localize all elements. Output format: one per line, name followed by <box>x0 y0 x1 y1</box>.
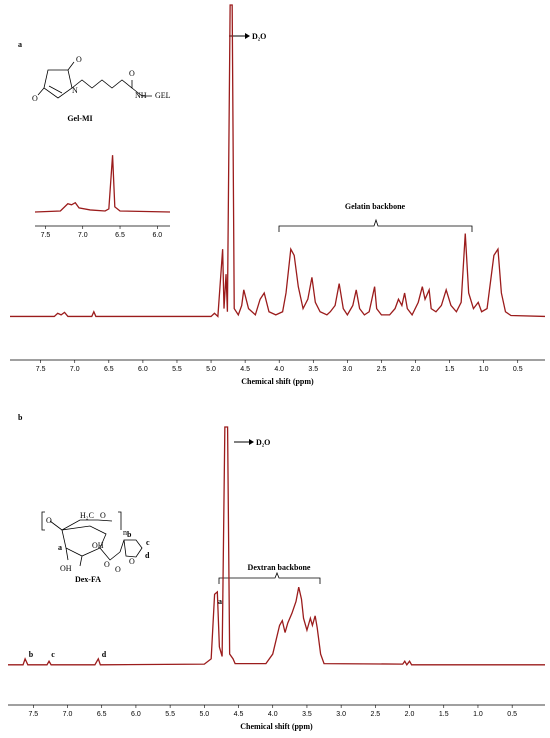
x-tick-label: 3.0 <box>342 366 352 373</box>
atom: d <box>145 551 150 560</box>
structure-dex-fa: O H₂C O n a OH OH O O b c d O Dex-FA <box>41 511 150 584</box>
atom: O <box>32 94 38 103</box>
peak-label: D₂O <box>252 32 266 41</box>
panel-label: a <box>18 40 22 49</box>
atom: O <box>46 516 52 525</box>
x-tick-label: 1.5 <box>439 711 449 718</box>
x-tick-label: 6.5 <box>115 232 125 239</box>
brace <box>218 571 321 584</box>
x-tick-label: 5.5 <box>165 711 175 718</box>
x-tick-label: 2.0 <box>411 366 421 373</box>
x-tick-label: 1.0 <box>473 711 483 718</box>
x-tick-label: 5.0 <box>206 366 216 373</box>
x-tick-label: 2.5 <box>377 366 387 373</box>
x-tick-label: 6.0 <box>152 232 162 239</box>
x-tick-label: 6.5 <box>104 366 114 373</box>
x-tick-label: 7.0 <box>78 232 88 239</box>
atom: O <box>100 511 106 520</box>
atom: O <box>129 69 135 78</box>
arrow-head <box>245 33 250 39</box>
atom: GEL <box>155 91 171 100</box>
atom: O <box>129 557 135 566</box>
x-tick-label: 3.5 <box>308 366 318 373</box>
x-tick-label: 1.0 <box>479 366 489 373</box>
x-tick-label: 4.5 <box>234 711 244 718</box>
x-tick-label: 0.5 <box>513 366 523 373</box>
structure-name: Gel-MI <box>67 114 92 123</box>
x-tick-label: 4.5 <box>240 366 250 373</box>
brace <box>278 218 473 232</box>
peak-letter: c <box>51 650 55 659</box>
peak-label: D₂O <box>256 438 270 447</box>
structure-name: Dex-FA <box>75 575 101 584</box>
x-axis-title: Chemical shift (ppm) <box>240 722 313 731</box>
atom: O <box>115 565 121 574</box>
x-tick-label: 6.0 <box>138 366 148 373</box>
spectrum-line <box>34 155 171 213</box>
x-tick-label: 6.5 <box>97 711 107 718</box>
x-tick-label: 0.5 <box>507 711 517 718</box>
x-tick-label: 3.0 <box>336 711 346 718</box>
structure-gel-mi: O O N O NH GEL Gel-MI <box>32 55 171 123</box>
panel-label: b <box>18 413 23 422</box>
arrow-head <box>249 439 254 445</box>
x-tick-label: 5.0 <box>199 711 209 718</box>
peak-letter: b <box>29 650 34 659</box>
atom: c <box>146 538 150 547</box>
x-tick-label: 3.5 <box>302 711 312 718</box>
atom: O <box>104 560 110 569</box>
x-tick-label: 6.0 <box>131 711 141 718</box>
atom: OH <box>92 541 104 550</box>
x-axis-title: Chemical shift (ppm) <box>241 377 314 386</box>
atom: n <box>123 528 127 537</box>
x-tick-label: 7.5 <box>36 366 46 373</box>
atom: H₂C <box>80 511 94 520</box>
region-label: Dextran backbone <box>248 563 311 572</box>
atom: O <box>76 55 82 64</box>
x-tick-label: 5.5 <box>172 366 182 373</box>
x-tick-label: 2.5 <box>370 711 380 718</box>
x-tick-label: 4.0 <box>274 366 284 373</box>
atom: N <box>72 86 78 95</box>
atom: OH <box>60 564 72 573</box>
x-tick-label: 7.5 <box>41 232 51 239</box>
peak-letter: a <box>218 597 222 606</box>
x-tick-label: 7.5 <box>28 711 38 718</box>
atom: NH <box>135 91 147 100</box>
x-tick-label: 7.0 <box>70 366 80 373</box>
region-label: Gelatin backbone <box>345 202 406 211</box>
x-tick-label: 7.0 <box>63 711 73 718</box>
atom: b <box>127 530 132 539</box>
spectrum-line <box>8 426 545 666</box>
spectrum-line <box>10 4 546 318</box>
x-tick-label: 4.0 <box>268 711 278 718</box>
x-tick-label: 2.0 <box>405 711 415 718</box>
peak-letter: d <box>102 650 107 659</box>
atom: a <box>58 543 62 552</box>
x-tick-label: 1.5 <box>445 366 455 373</box>
